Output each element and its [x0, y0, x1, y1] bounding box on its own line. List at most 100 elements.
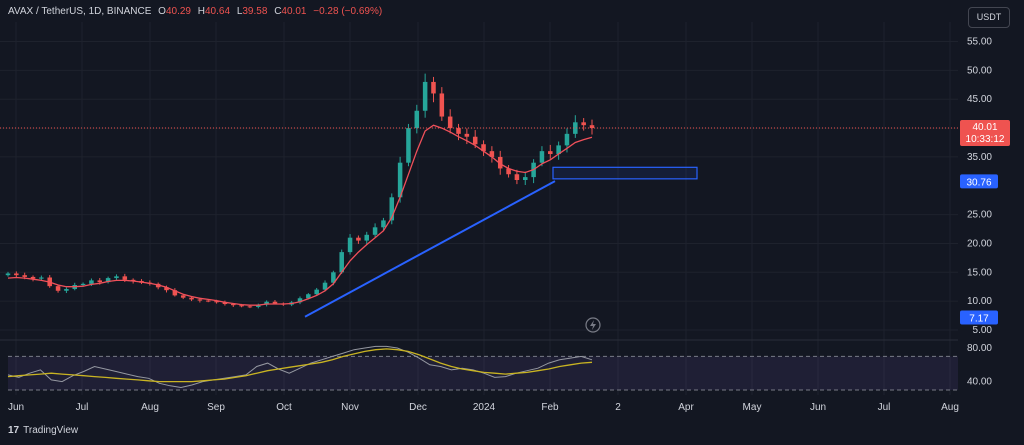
y-tick-label: 55.00: [967, 37, 992, 48]
candle-body: [314, 289, 319, 295]
lightning-icon-bolt: [590, 320, 596, 330]
candle-body: [581, 122, 586, 126]
candle-body: [372, 227, 378, 235]
moving-average-path: [7, 124, 593, 306]
last-price-label: 40.01: [972, 122, 997, 133]
candle-body: [64, 289, 69, 291]
y-tick-label: 5.00: [973, 325, 993, 336]
x-tick-label: Jul: [878, 402, 891, 413]
change-value: −0.28 (−0.69%): [313, 6, 383, 17]
y-tick-label: 45.00: [967, 94, 992, 105]
candle-body: [239, 305, 244, 307]
candle-body: [397, 162, 403, 198]
high-label: H: [197, 6, 205, 17]
rsi-pane: [0, 339, 958, 391]
x-tick-label: Oct: [276, 402, 292, 413]
candle-body: [331, 272, 336, 283]
candle-body: [506, 168, 511, 175]
candle-body: [514, 174, 520, 180]
support-zone-box: [552, 166, 698, 180]
low-label: L: [236, 6, 243, 17]
candle-body: [214, 301, 219, 303]
open-value: 40.29: [165, 6, 191, 17]
candle-body: [322, 282, 328, 290]
x-tick-label: Jun: [810, 402, 826, 413]
chart-header: AVAX / TetherUS, 1D, BINANCE O40.29 H 40.…: [8, 6, 382, 17]
candle-body: [55, 286, 61, 291]
currency-button[interactable]: USDT: [968, 7, 1010, 28]
time-axis[interactable]: Jun Jul Aug Sep Oct Nov Dec 2024 Feb 2 Apr May Jun Ju…: [8, 402, 959, 413]
moving-average-line: [7, 124, 593, 306]
candle-body: [306, 294, 311, 299]
candle-body: [414, 110, 420, 129]
candle-body: [105, 278, 111, 283]
candle-body: [80, 283, 86, 285]
candle-body: [439, 93, 445, 117]
candle-body: [364, 234, 370, 241]
price-marker-tag: [960, 310, 998, 325]
close-value: 40.01: [281, 6, 307, 17]
candle-body: [5, 273, 11, 276]
rsi-y-tick-label: 40.00: [967, 377, 992, 388]
candle-body: [222, 302, 228, 305]
candle-body: [30, 276, 36, 279]
candle-body: [297, 298, 303, 303]
open-label: O: [158, 6, 166, 17]
candle-body: [164, 287, 169, 291]
x-tick-label: May: [743, 402, 762, 413]
candle-body: [189, 297, 194, 300]
candle-body: [205, 300, 211, 302]
candle-body: [422, 81, 428, 111]
trendline[interactable]: [304, 180, 556, 318]
x-tick-label: Apr: [678, 402, 694, 413]
trendline-segment: [304, 180, 556, 318]
y-tick-label: 35.00: [967, 152, 992, 163]
y-tick-label: 10.00: [967, 296, 992, 307]
price-marker-tag: [960, 174, 998, 189]
x-tick-label: Nov: [341, 402, 359, 413]
last-price-tag: [960, 120, 1010, 147]
rsi-y-tick-label: 80.00: [967, 343, 992, 354]
close-label: C: [274, 6, 282, 17]
candle-body: [456, 128, 461, 134]
candle-body: [431, 81, 436, 94]
x-tick-label: Aug: [141, 402, 159, 413]
rsi-ma-line: [7, 348, 593, 383]
candle-body: [381, 220, 386, 228]
candle-body: [272, 301, 278, 304]
candle-body: [247, 306, 253, 308]
y-tick-label: 50.00: [967, 65, 992, 76]
candle-body: [406, 128, 411, 163]
candle-body: [39, 277, 44, 279]
symbol-label[interactable]: AVAX / TetherUS, 1D, BINANCE: [8, 6, 152, 17]
candle-body: [464, 133, 470, 137]
countdown-label: 10:33:12: [966, 134, 1005, 145]
candle-body: [14, 273, 19, 276]
y-tick-label: 25.00: [967, 210, 992, 221]
x-tick-label: Sep: [207, 402, 225, 413]
candles: [5, 73, 595, 309]
candle-body: [97, 280, 103, 283]
candle-body: [539, 151, 545, 163]
price-marker-label: 7.17: [969, 313, 989, 324]
brand-name: TradingView: [23, 425, 79, 436]
candle-body: [22, 275, 27, 277]
candle-body: [564, 133, 570, 146]
lightning-icon-ring: [585, 317, 601, 333]
candle-body: [489, 151, 495, 157]
lightning-icon: [585, 317, 601, 333]
support-zone: [552, 166, 698, 180]
low-value: 39.58: [242, 6, 268, 17]
candle-body: [472, 136, 478, 145]
candle-body: [172, 290, 178, 296]
candle-body: [522, 177, 528, 180]
candle-body: [114, 276, 119, 279]
tradingview-brand[interactable]: 17 TradingView: [8, 425, 78, 436]
candle-body: [122, 276, 128, 280]
candle-body: [230, 304, 236, 306]
x-tick-label: Jun: [8, 402, 24, 413]
x-tick-label: Dec: [409, 402, 427, 413]
price-axis[interactable]: 55.00 50.00 45.00 40.00 35.00 25.00 20.00 15.00…: [967, 37, 992, 388]
